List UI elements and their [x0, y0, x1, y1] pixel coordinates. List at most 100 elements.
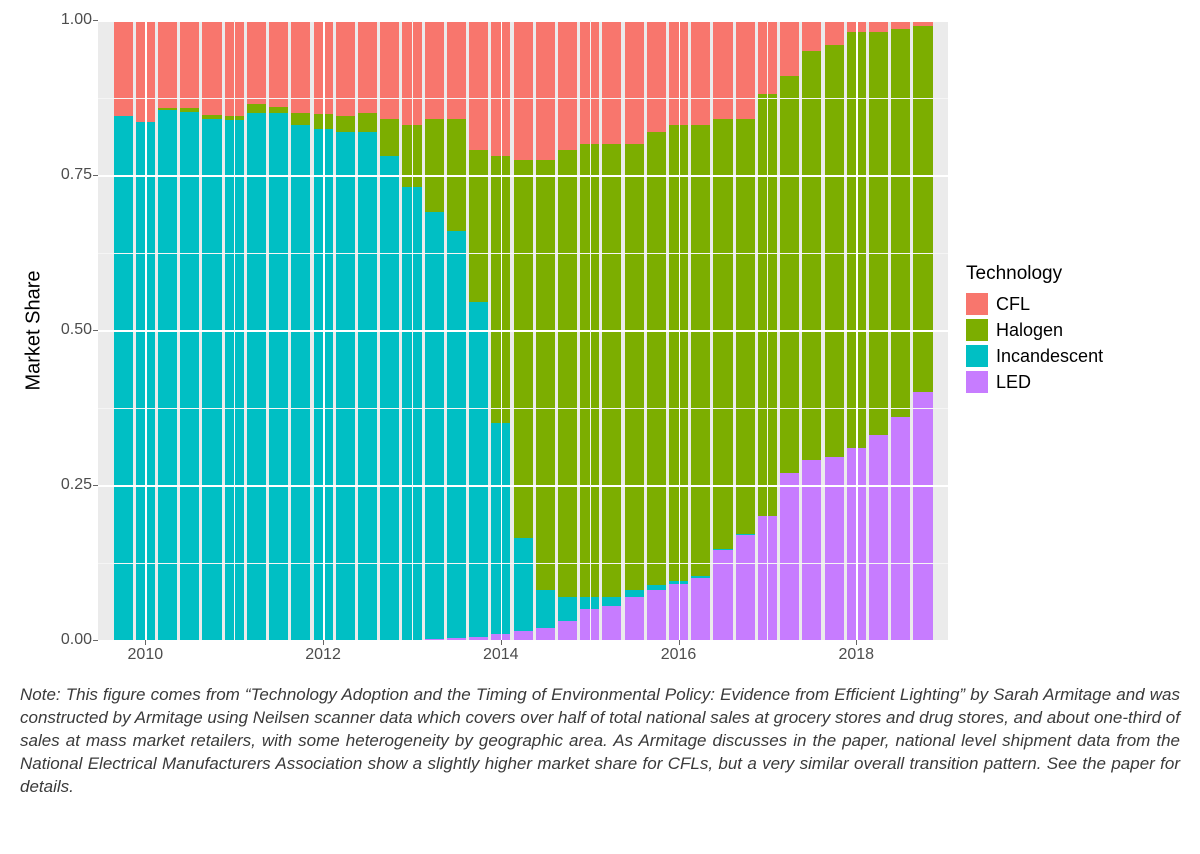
bar-segment-cfl — [802, 20, 821, 51]
bar-segment-halogen — [625, 144, 644, 590]
bar-segment-led — [691, 578, 710, 640]
bar-segment-halogen — [825, 45, 844, 457]
bar-segment-cfl — [869, 20, 888, 32]
y-axis-tick-labels: 0.000.250.500.751.00 — [48, 20, 98, 640]
legend-label: Incandescent — [996, 346, 1103, 367]
bar-segment-cfl — [336, 20, 355, 116]
bar-segment-cfl — [380, 20, 399, 119]
bar-segment-cfl — [625, 20, 644, 144]
y-axis-title-wrap: Market Share — [20, 319, 48, 342]
legend-label: CFL — [996, 294, 1030, 315]
legend-item-led: LED — [966, 371, 1103, 393]
y-tick-mark — [93, 485, 98, 486]
bar-segment-cfl — [269, 20, 288, 107]
bar-segment-incandescent — [380, 156, 399, 640]
gridline-vertical — [501, 20, 503, 640]
y-axis-title: Market Share — [23, 270, 46, 390]
gridline-vertical — [323, 20, 325, 640]
gridline-vertical-minor — [234, 20, 235, 640]
gridline-vertical — [856, 20, 858, 640]
bar-segment-cfl — [202, 20, 221, 115]
bar-segment-halogen — [602, 144, 621, 597]
legend-swatch — [966, 319, 988, 341]
gridline-horizontal — [98, 20, 948, 22]
bar-segment-incandescent — [158, 110, 177, 640]
bar-segment-incandescent — [114, 116, 133, 640]
bar-segment-cfl — [691, 20, 710, 125]
gridline-horizontal-minor — [98, 98, 948, 99]
legend-label: Halogen — [996, 320, 1063, 341]
y-tick-label: 0.75 — [61, 166, 92, 184]
bar-segment-incandescent — [602, 597, 621, 606]
bar-segment-halogen — [802, 51, 821, 460]
gridline-horizontal-minor — [98, 408, 948, 409]
legend-label: LED — [996, 372, 1031, 393]
bar-segment-incandescent — [536, 590, 555, 627]
gridline-horizontal-minor — [98, 253, 948, 254]
gridline-vertical-minor — [412, 20, 413, 640]
bar-segment-cfl — [247, 20, 266, 104]
legend-items: CFL Halogen Incandescent LED — [966, 293, 1103, 393]
bar-segment-incandescent — [336, 132, 355, 640]
legend-title: Technology — [966, 263, 1103, 285]
legend: Technology CFL Halogen Incandescent LED — [966, 263, 1103, 397]
bar-segment-cfl — [514, 20, 533, 160]
bar-segment-incandescent — [425, 212, 444, 639]
x-tick-label: 2012 — [305, 646, 341, 664]
plot-panel — [98, 20, 948, 640]
bar-segment-incandescent — [447, 231, 466, 638]
bar-segment-cfl — [291, 20, 310, 113]
bar-segment-halogen — [869, 32, 888, 435]
bar-segment-cfl — [713, 20, 732, 119]
bar-segment-halogen — [736, 119, 755, 534]
bar-segment-cfl — [114, 20, 133, 116]
legend-swatch — [966, 371, 988, 393]
x-tick-label: 2010 — [128, 646, 164, 664]
gridline-horizontal — [98, 485, 948, 487]
bar-segment-led — [780, 473, 799, 640]
gridline-vertical — [145, 20, 147, 640]
y-tick-label: 0.00 — [61, 631, 92, 649]
y-tick-mark — [93, 175, 98, 176]
x-tick-label: 2016 — [661, 646, 697, 664]
bar-segment-incandescent — [180, 112, 199, 640]
bar-segment-halogen — [514, 160, 533, 538]
bar-segment-halogen — [536, 160, 555, 591]
bar-segment-cfl — [447, 20, 466, 119]
x-axis-tick-labels: 2010 2012 2014 2016 2018 — [98, 640, 948, 670]
y-tick-mark — [93, 330, 98, 331]
legend-item-halogen: Halogen — [966, 319, 1103, 341]
bar-segment-cfl — [602, 20, 621, 144]
x-tick-label: 2014 — [483, 646, 519, 664]
bar-segment-incandescent — [514, 538, 533, 631]
bar-segment-incandescent — [358, 132, 377, 640]
bar-segment-cfl — [425, 20, 444, 119]
y-tick-label: 0.25 — [61, 476, 92, 494]
bar-segment-led — [625, 597, 644, 640]
bar-segment-halogen — [380, 119, 399, 156]
bar-segment-halogen — [469, 150, 488, 302]
bar-segment-cfl — [536, 20, 555, 160]
bar-segment-halogen — [558, 150, 577, 596]
bar-segment-led — [514, 631, 533, 640]
bar-segment-halogen — [291, 113, 310, 125]
legend-item-cfl: CFL — [966, 293, 1103, 315]
bar-segment-led — [713, 550, 732, 640]
legend-swatch — [966, 293, 988, 315]
bar-segment-cfl — [736, 20, 755, 119]
bar-segment-led — [602, 606, 621, 640]
bar-segment-led — [647, 590, 666, 640]
bar-segment-halogen — [647, 132, 666, 586]
y-tick-mark — [93, 20, 98, 21]
bar-segment-led — [736, 535, 755, 640]
bar-segment-halogen — [358, 113, 377, 132]
figure: Market Share 0.000.250.500.751.00 Techno… — [20, 20, 1180, 799]
bar-segment-led — [558, 621, 577, 640]
gridline-vertical-minor — [767, 20, 768, 640]
bar-segment-led — [869, 435, 888, 640]
bar-segment-led — [536, 628, 555, 640]
x-tick-label: 2018 — [838, 646, 874, 664]
bar-segment-incandescent — [558, 597, 577, 622]
bar-segment-incandescent — [469, 302, 488, 637]
bar-segment-halogen — [780, 76, 799, 473]
